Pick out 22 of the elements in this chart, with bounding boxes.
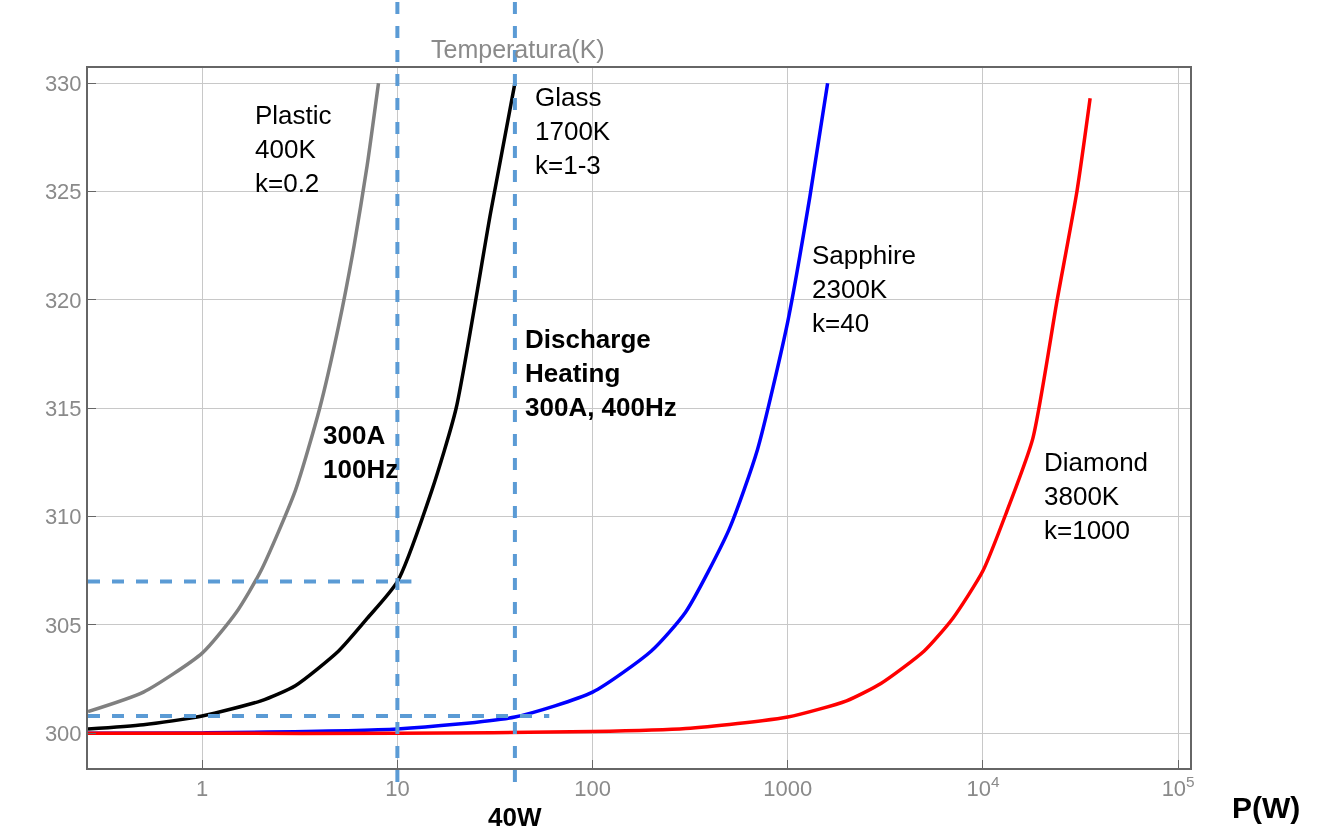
annotation: 300A 100Hz — [323, 420, 399, 484]
x-tick-label: 1 — [196, 776, 209, 802]
ref-line-label: 40W — [488, 802, 542, 832]
y-tick-label: 325 — [44, 179, 82, 205]
y-tick-label: 320 — [44, 287, 82, 313]
y-tick-label: 300 — [44, 721, 82, 747]
annotation: Discharge Heating 300A, 400Hz — [525, 324, 677, 422]
x-tick-label: 1000 — [763, 776, 813, 802]
y-tick-label: 330 — [44, 70, 82, 96]
y-tick-label: 310 — [44, 504, 82, 530]
y-tick-label: 305 — [44, 612, 82, 638]
y-axis-title: Temperatura(K) — [431, 35, 605, 63]
x-tick-label: 10$^{4}$ — [966, 773, 1000, 802]
annotation: Sapphire 2300K k=40 — [812, 240, 917, 338]
x-tick-label: 100 — [574, 776, 611, 802]
y-tick-label: 315 — [44, 395, 82, 421]
annotation: Glass 1700K k=1-3 — [535, 82, 611, 180]
annotation: Diamond 3800K k=1000 — [1044, 447, 1149, 545]
x-tick-label: 10 — [385, 776, 410, 802]
annotation: Plastic 400K k=0.2 — [255, 100, 332, 198]
x-tick-label: 10$^{5}$ — [1161, 773, 1195, 802]
x-axis-title: P(W) — [1232, 791, 1301, 824]
